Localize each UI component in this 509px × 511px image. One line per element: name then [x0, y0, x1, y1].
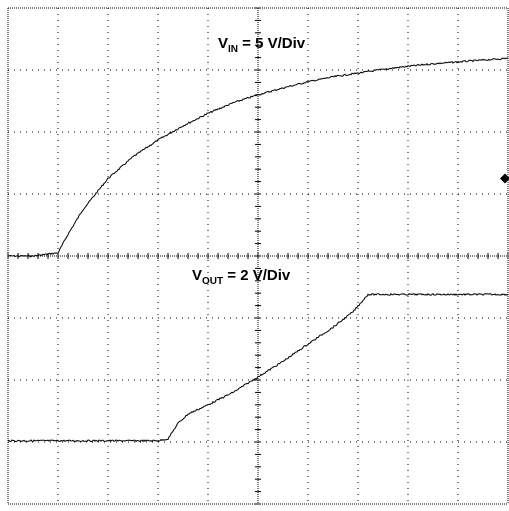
vin-label: VIN = 5 V/Div: [218, 35, 306, 55]
traces: [7, 57, 509, 443]
trace-vout: [7, 293, 509, 443]
trigger-marker-icon: [500, 173, 509, 184]
graticule: [7, 7, 509, 505]
trace-labels: VIN = 5 V/Div VOUT = 2 V/Div: [192, 35, 306, 287]
vout-label: VOUT = 2 V/Div: [192, 267, 291, 287]
trace-vin: [7, 57, 508, 258]
